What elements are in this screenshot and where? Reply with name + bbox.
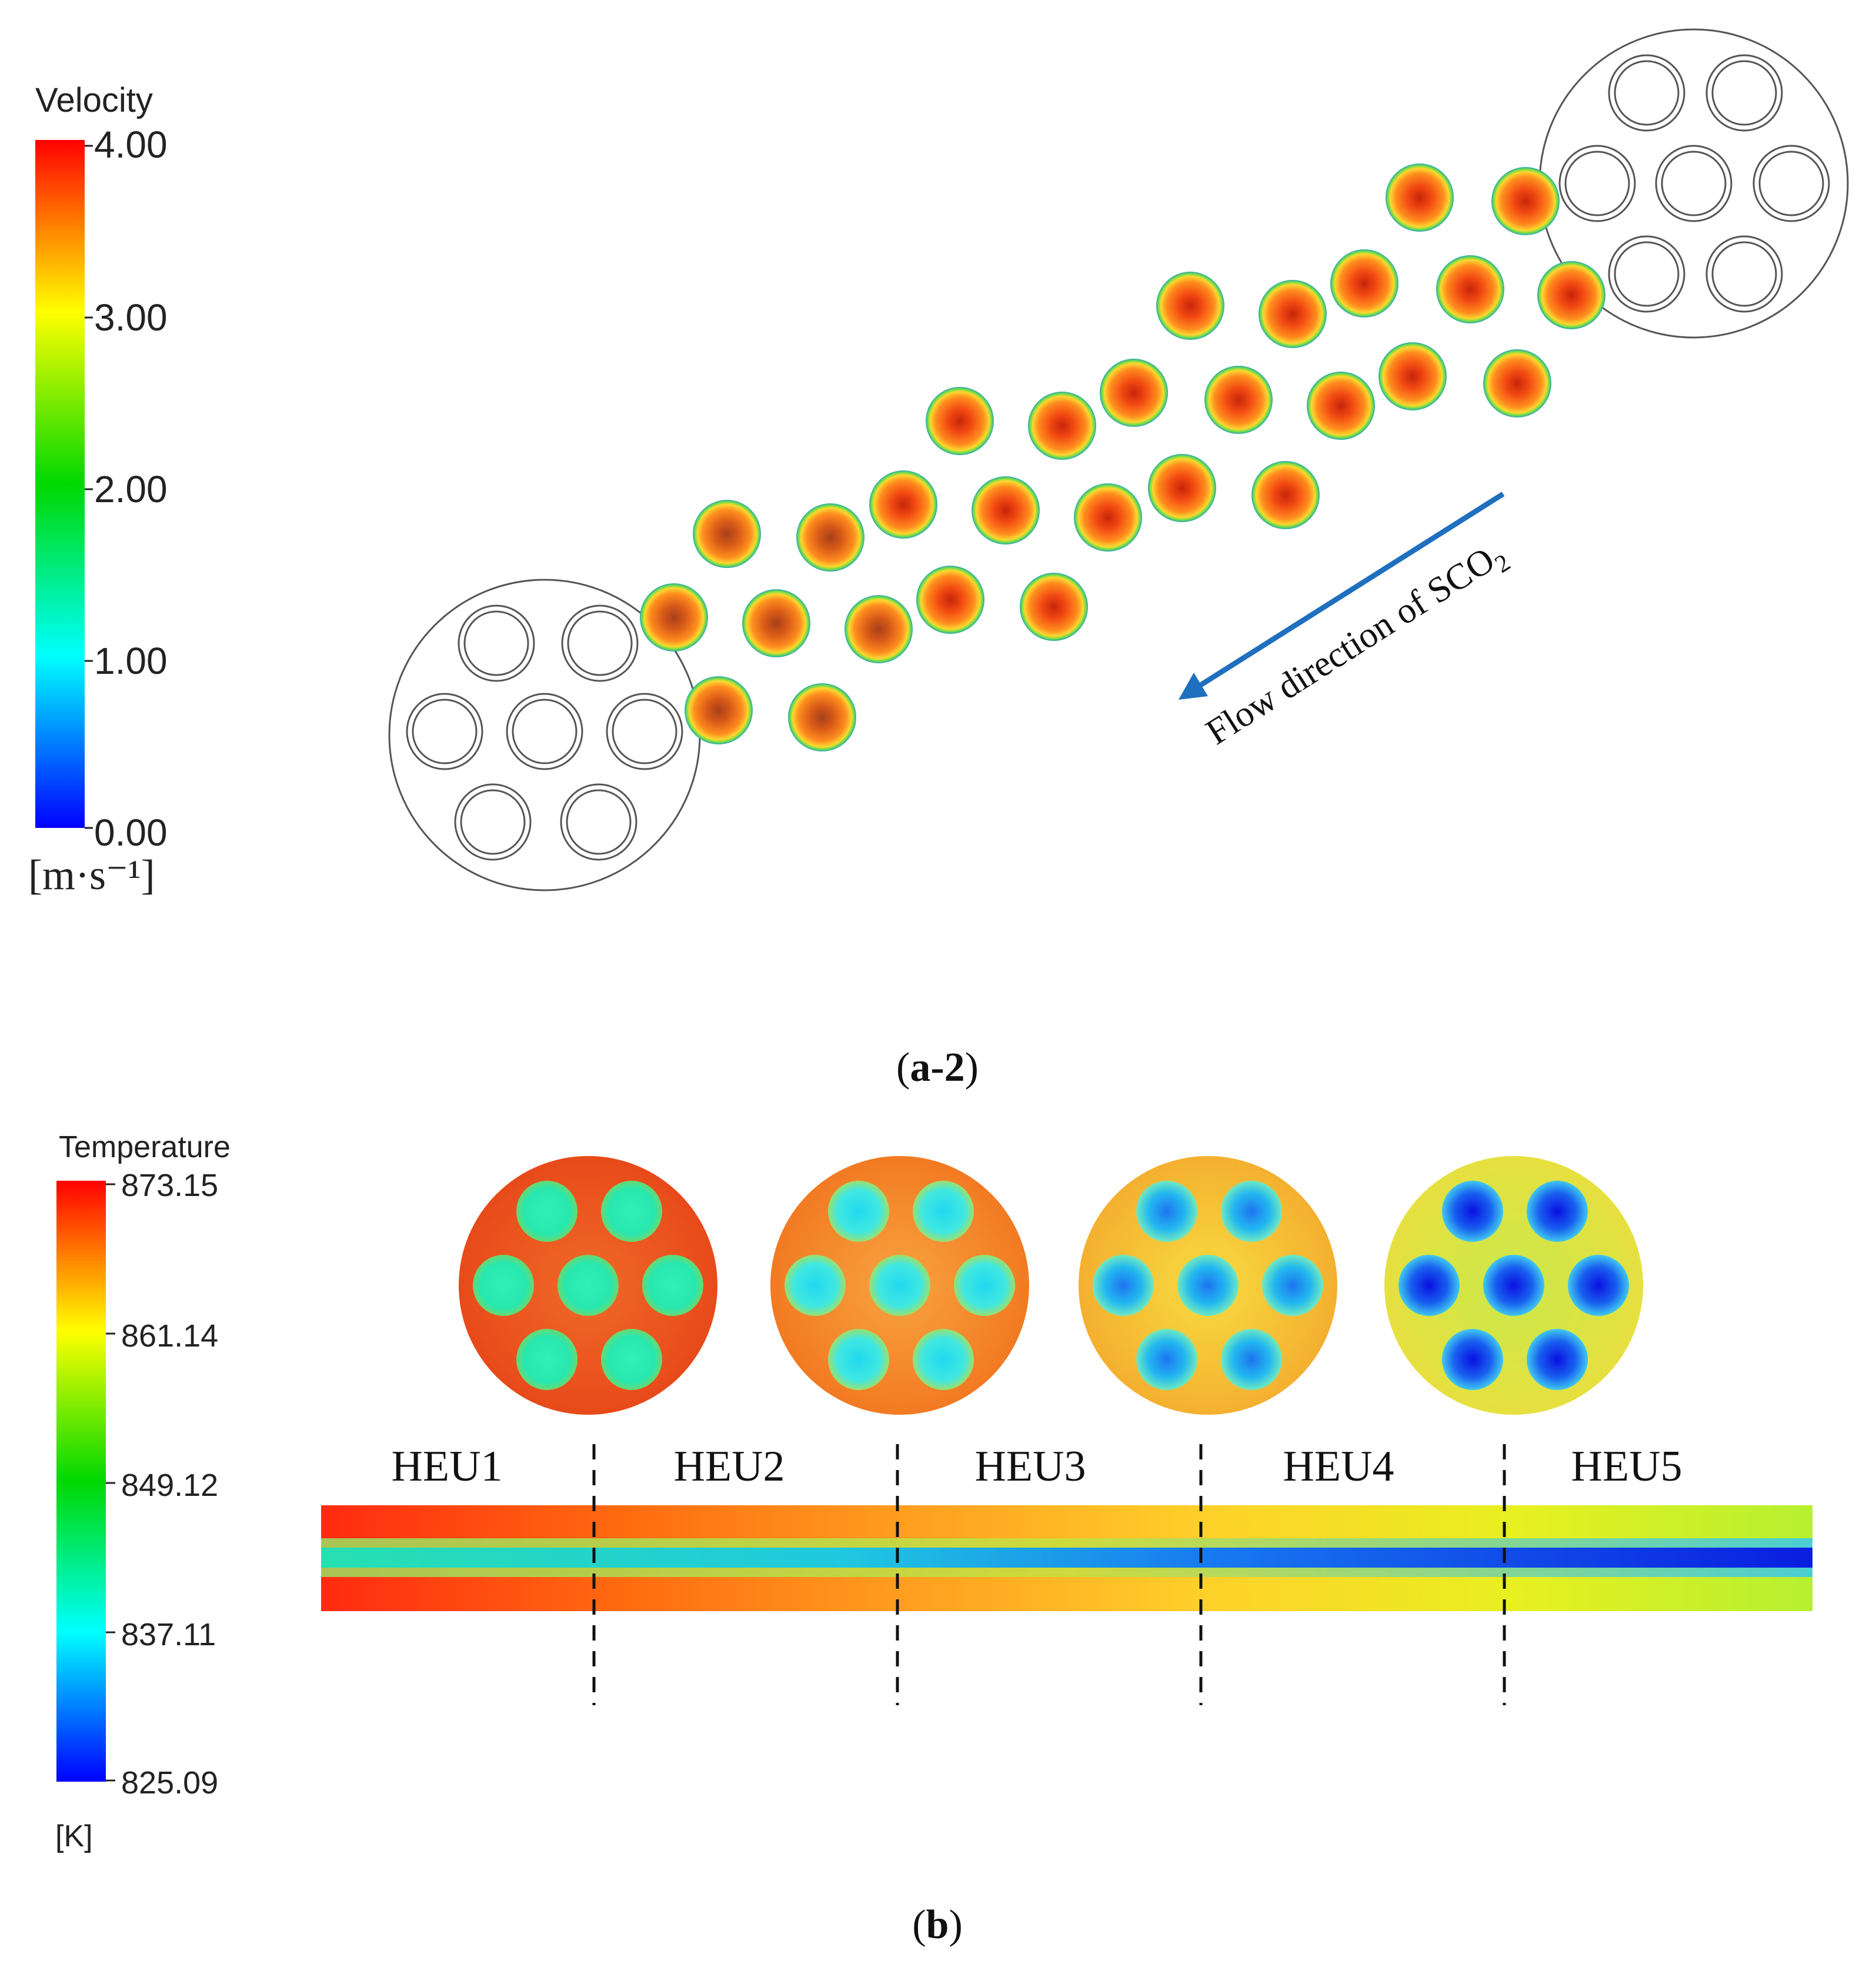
velocity-legend: Velocity 4.00 3.00 2.00 1.00 0.00 [m·s⁻¹…	[28, 81, 168, 898]
velocity-tick-label: 1.00	[94, 640, 168, 682]
temperature-tick-label: 849.12	[121, 1468, 218, 1503]
panel-a: Velocity 4.00 3.00 2.00 1.00 0.00 [m·s⁻¹…	[28, 28, 1849, 1090]
pipe-section	[869, 470, 937, 539]
pipe-section	[1074, 483, 1142, 552]
longitudinal-temperature-strip	[321, 1505, 1812, 1611]
pipe-section	[1251, 461, 1320, 529]
heu-label: HEU3	[974, 1442, 1086, 1491]
panel-b-caption: (b)	[912, 1902, 963, 1947]
pipe-section	[788, 683, 856, 751]
heu-label: HEU1	[391, 1442, 502, 1491]
heu-label: HEU2	[673, 1442, 785, 1491]
temperature-tick-label: 873.15	[121, 1168, 218, 1203]
pipe-section	[1020, 573, 1088, 641]
pipe-section	[1378, 342, 1447, 410]
temperature-disk-3	[1079, 1156, 1337, 1415]
temperature-legend: Temperature 873.15 861.14 849.12 837.11 …	[55, 1130, 231, 1853]
panel-a-caption: (a-2)	[896, 1045, 979, 1090]
velocity-color-bar	[35, 140, 85, 828]
pipe-section	[1259, 280, 1327, 348]
pipe-section	[742, 589, 810, 657]
pipe-section	[1028, 392, 1096, 460]
pipe-section	[1436, 255, 1504, 323]
temperature-disk-2	[770, 1156, 1029, 1415]
temperature-legend-title: Temperature	[59, 1130, 231, 1164]
velocity-legend-title: Velocity	[35, 81, 153, 119]
pipe-section	[972, 476, 1040, 544]
panel-b: Temperature 873.15 861.14 849.12 837.11 …	[55, 1130, 1812, 1947]
pipe-section	[685, 676, 753, 744]
pipe-section	[916, 566, 984, 634]
temperature-tick-label: 837.11	[121, 1617, 216, 1652]
temperature-tick-label: 825.09	[121, 1765, 218, 1800]
pipe-section	[1148, 454, 1216, 522]
pipe-section	[1156, 272, 1224, 340]
inlet-cross-section	[388, 579, 701, 891]
flow-direction-arrow	[1179, 492, 1505, 700]
pipe-section	[1386, 163, 1454, 232]
pipe-section	[1537, 261, 1605, 329]
temperature-tick-label: 861.14	[121, 1318, 218, 1354]
temperature-color-bar	[56, 1181, 106, 1782]
pipe-section	[693, 500, 761, 568]
pipe-section	[926, 387, 994, 455]
pipe-section	[1204, 366, 1273, 434]
pipe-section	[1491, 167, 1560, 235]
temperature-unit: [K]	[55, 1819, 93, 1853]
velocity-unit: [m·s⁻¹]	[28, 851, 155, 898]
temperature-ticks	[106, 1183, 115, 1782]
pipe-section	[1330, 249, 1398, 318]
velocity-tick-label: 2.00	[94, 468, 168, 510]
heu-label: HEU5	[1571, 1442, 1682, 1491]
velocity-contour-pipes	[640, 163, 1605, 751]
velocity-tick-label: 0.00	[94, 811, 168, 854]
pipe-section	[1100, 359, 1168, 427]
temperature-disk-1	[459, 1156, 717, 1415]
temperature-disk-4	[1384, 1156, 1643, 1415]
heu-label: HEU4	[1283, 1442, 1394, 1491]
pipe-section	[640, 583, 708, 652]
heu-dividers	[592, 1444, 1506, 1705]
flow-direction-label: Flow direction of SCO2	[1199, 533, 1515, 758]
pipe-section	[1483, 349, 1551, 417]
pipe-section	[844, 595, 913, 663]
velocity-tick-label: 4.00	[94, 123, 168, 166]
pipe-section	[1307, 372, 1375, 440]
velocity-ticks	[85, 145, 93, 829]
pipe-section	[796, 503, 864, 572]
velocity-tick-label: 3.00	[94, 296, 168, 339]
